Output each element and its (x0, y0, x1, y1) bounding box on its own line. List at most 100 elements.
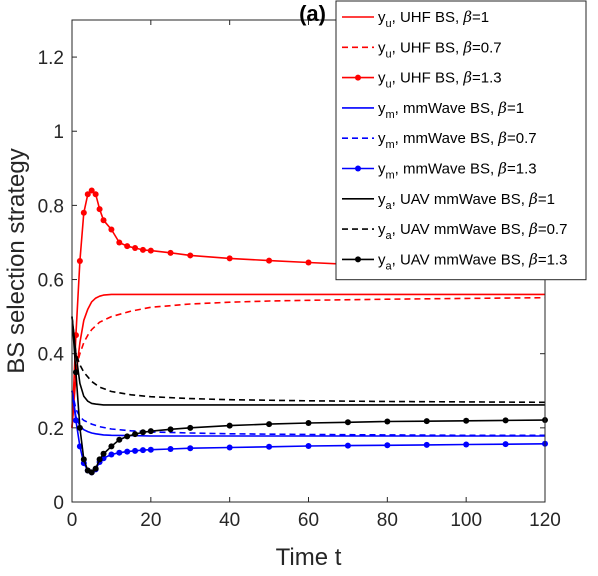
y-tick-label: 0.2 (38, 419, 64, 440)
legend-beta-value: =0.7 (507, 130, 537, 147)
legend-desc: , UAV mmWave BS, (392, 221, 530, 238)
series-point (124, 243, 131, 250)
legend-desc: , UHF BS, (392, 70, 464, 87)
series-point (344, 442, 351, 449)
series-point (305, 443, 312, 450)
series-point (88, 187, 95, 194)
legend-beta-value: =0.7 (538, 221, 568, 238)
y-tick-label: 0.4 (38, 345, 65, 366)
legend-beta-value: =1 (538, 191, 555, 208)
x-tick-label: 20 (140, 510, 161, 531)
legend-desc: , UAV mmWave BS, (392, 191, 530, 208)
series-point (84, 191, 91, 198)
series-point (139, 429, 146, 436)
legend-beta-value: =1 (472, 9, 489, 26)
y-tick-labels: 0 0.2 0.4 0.6 0.8 1 1.2 (38, 48, 65, 514)
legend-var: y (378, 70, 386, 87)
legend-beta: β (462, 69, 472, 87)
legend-beta: β (497, 99, 507, 117)
legend-beta: β (497, 129, 507, 147)
legend-subscript: a (386, 230, 393, 242)
series-point (80, 209, 87, 216)
series-point (226, 422, 233, 429)
series-point (187, 445, 194, 452)
legend-beta: β (462, 8, 472, 26)
series-point (72, 369, 79, 376)
legend-desc: , mmWave BS, (395, 130, 499, 147)
x-axis-label: Time t (276, 544, 342, 571)
legend-subscript: a (386, 200, 393, 212)
x-tick-label: 60 (298, 510, 319, 531)
legend-entry: ya, UAV mmWave BS, β=0.7 (378, 220, 567, 242)
series-point (187, 424, 194, 431)
series-point (187, 252, 194, 259)
series-point (384, 442, 391, 449)
series-point (92, 465, 99, 472)
legend-var: y (378, 161, 386, 178)
series-point (116, 436, 123, 443)
series-point (305, 259, 312, 266)
legend-beta: β (497, 160, 507, 178)
series-point (147, 428, 154, 435)
legend-beta-value: =1.3 (507, 161, 537, 178)
series-point (139, 246, 146, 253)
legend-beta-value: =1.3 (472, 70, 502, 87)
x-tick-label: 100 (450, 510, 482, 531)
legend-beta: β (462, 38, 472, 56)
series-point (72, 417, 79, 424)
series-point (502, 417, 509, 424)
series-point (124, 448, 131, 455)
y-tick-label: 1 (53, 122, 64, 143)
x-tick-label: 80 (377, 510, 398, 531)
series-point (266, 443, 273, 450)
legend-subscript: u (386, 48, 392, 60)
legend-beta: β (528, 220, 538, 238)
series-point (92, 191, 99, 198)
series-point (108, 443, 115, 450)
legend-desc: , UHF BS, (392, 9, 464, 26)
x-tick-label: 120 (529, 510, 561, 531)
series-point (124, 433, 131, 440)
legend: yu, UHF BS, β=1yu, UHF BS, β=0.7yu, UHF … (335, 0, 587, 281)
legend-box (335, 0, 587, 281)
series-point (108, 451, 115, 458)
y-axis-label: BS selection strategy (3, 148, 30, 373)
legend-desc: , UAV mmWave BS, (392, 251, 530, 268)
legend-desc: , mmWave BS, (395, 161, 499, 178)
legend-var: y (378, 191, 386, 208)
legend-entry: ya, UAV mmWave BS, β=1 (378, 190, 555, 212)
series-point (147, 247, 154, 254)
legend-marker (355, 165, 361, 172)
x-tick-label: 0 (67, 510, 78, 531)
series-point (463, 441, 470, 448)
legend-entry: ym, mmWave BS, β=1.3 (378, 160, 537, 182)
legend-beta-value: =1 (507, 100, 524, 117)
series-point (76, 258, 83, 264)
legend-beta: β (528, 190, 538, 208)
legend-entry: ya, UAV mmWave BS, β=1.3 (378, 250, 567, 272)
series-point (100, 217, 107, 224)
legend-beta-value: =1.3 (538, 251, 568, 268)
series-point (132, 431, 139, 438)
series-point (167, 249, 174, 256)
series-point (167, 426, 174, 433)
series-point (423, 418, 430, 425)
series-line-1 (71, 296, 546, 428)
legend-entry: yu, UHF BS, β=1 (378, 8, 489, 30)
series-point (100, 450, 107, 457)
legend-subscript: a (386, 260, 393, 272)
legend-var: y (378, 130, 386, 147)
y-tick-label: 1.2 (38, 48, 64, 69)
series-point (266, 421, 273, 428)
series-point (305, 420, 312, 427)
legend-var: y (378, 100, 386, 117)
series-point (80, 456, 87, 463)
series-point (423, 441, 430, 448)
x-tick-label: 40 (219, 510, 240, 531)
series-point (384, 418, 391, 425)
legend-entry: ym, mmWave BS, β=1 (378, 99, 524, 121)
y-tick-label: 0.6 (38, 271, 64, 292)
series-point (96, 456, 103, 463)
series-point (226, 255, 233, 262)
